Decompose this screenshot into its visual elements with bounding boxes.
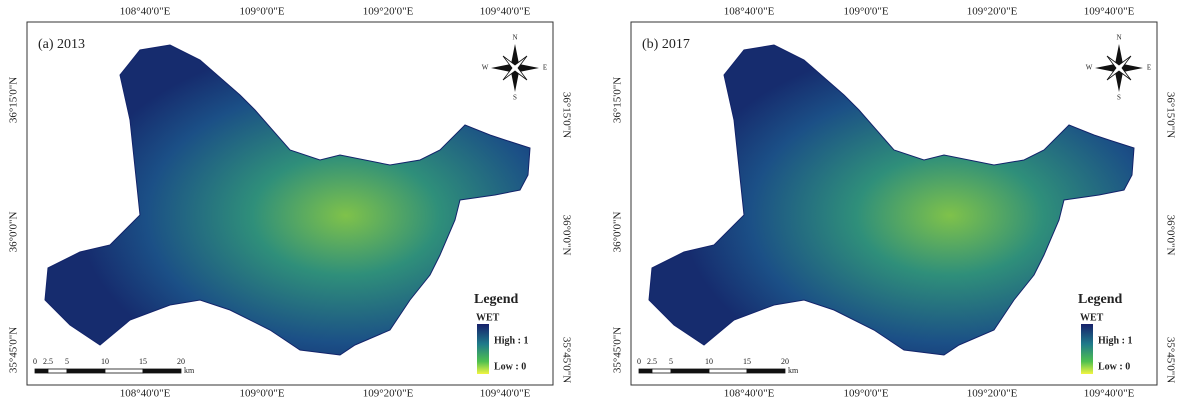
legend-ramp [477,324,489,374]
left-label: 36°0'0"N [612,212,624,253]
scale-unit: km [184,366,195,375]
right-label: 35°45'0"N [1164,337,1176,383]
scale-segment [639,369,652,373]
scale-segment [105,369,143,373]
bottom-label: 108°40'0"E [120,388,171,400]
scale-tick: 20 [177,357,185,366]
compass-e: E [1147,64,1151,72]
bottom-label: 109°0'0"E [239,388,284,400]
panel-title: (a) 2013 [38,37,85,52]
legend-field: WET [476,312,500,323]
compass-e: E [543,64,547,72]
compass-n: N [1116,34,1121,42]
bottom-label: 109°0'0"E [843,388,888,400]
bottom-label: 109°20'0"E [967,388,1018,400]
left-label: 36°15'0"N [8,77,20,123]
compass-s: S [1117,94,1121,102]
compass-n: N [512,34,517,42]
panel-title: (b) 2017 [642,37,690,52]
top-label: 108°40'0"E [724,6,775,18]
top-label: 109°20'0"E [363,6,414,18]
top-label: 109°40'0"E [480,6,531,18]
top-label: 108°40'0"E [120,6,171,18]
scale-segment [652,369,671,373]
scale-segment [48,369,67,373]
right-label: 35°45'0"N [560,337,572,383]
bottom-label: 108°40'0"E [724,388,775,400]
left-label: 36°0'0"N [8,212,20,253]
figure: (a) 2013 108°40'0"E 109°0'0"E 109°20'0"E 109… [0,0,1179,402]
bottom-label: 109°40'0"E [1084,388,1135,400]
scale-tick: 10 [705,357,713,366]
scale-unit: km [788,366,799,375]
scale-tick: 0 [33,357,37,366]
study-area [649,45,1134,355]
scale-tick: 0 [637,357,641,366]
study-area [45,45,530,355]
top-label: 109°0'0"E [239,6,284,18]
left-label: 35°45'0"N [8,327,20,373]
legend-ramp [1081,324,1093,374]
scale-segment [67,369,105,373]
right-label: 36°15'0"N [1164,92,1176,138]
legend-title: Legend [1078,292,1123,307]
legend-high: High : 1 [1098,335,1132,346]
scale-segment [671,369,709,373]
legend-high: High : 1 [494,335,528,346]
scale-segment [709,369,747,373]
scale-segment [35,369,48,373]
bottom-label: 109°40'0"E [480,388,531,400]
scale-tick: 2.5 [647,357,657,366]
scale-tick: 10 [101,357,109,366]
legend-field: WET [1080,312,1104,323]
scale-tick: 15 [139,357,147,366]
map-panel: (a) 2013 108°40'0"E 109°0'0"E 109°20'0"E 109… [8,6,573,400]
right-label: 36°0'0"N [1164,215,1176,256]
legend-low: Low : 0 [1098,361,1130,372]
scale-segment [747,369,785,373]
legend-title: Legend [474,292,519,307]
top-label: 109°0'0"E [843,6,888,18]
top-label: 109°20'0"E [967,6,1018,18]
right-label: 36°15'0"N [560,92,572,138]
left-label: 35°45'0"N [612,327,624,373]
bottom-label: 109°20'0"E [363,388,414,400]
left-label: 36°15'0"N [612,77,624,123]
right-label: 36°0'0"N [560,215,572,256]
scale-tick: 5 [669,357,673,366]
compass-s: S [513,94,517,102]
top-label: 109°40'0"E [1084,6,1135,18]
legend-low: Low : 0 [494,361,526,372]
scale-tick: 20 [781,357,789,366]
map-panel: (b) 2017 108°40'0"E 109°0'0"E 109°20'0"E 109… [612,6,1177,400]
scale-tick: 5 [65,357,69,366]
compass-w: W [1086,64,1093,72]
scale-tick: 15 [743,357,751,366]
scale-segment [143,369,181,373]
scale-tick: 2.5 [43,357,53,366]
compass-w: W [482,64,489,72]
